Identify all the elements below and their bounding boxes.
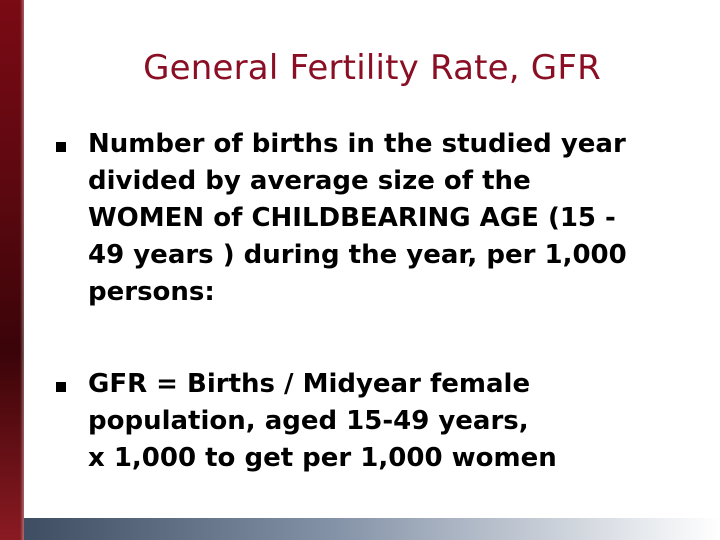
bullet-item-definition: Number of births in the studied year div… xyxy=(56,126,696,311)
square-bullet-icon xyxy=(56,142,66,152)
bullet-item-formula: GFR = Births / Midyear female population… xyxy=(56,366,696,477)
slide-title: General Fertility Rate, GFR xyxy=(143,48,601,88)
left-accent-bar xyxy=(0,0,24,540)
bullet-text: Number of births in the studied year div… xyxy=(88,129,627,307)
bullet-list: Number of births in the studied year div… xyxy=(56,126,696,477)
bullet-text: GFR = Births / Midyear female population… xyxy=(88,369,557,473)
square-bullet-icon xyxy=(56,382,66,392)
bottom-accent-bar xyxy=(24,518,720,540)
